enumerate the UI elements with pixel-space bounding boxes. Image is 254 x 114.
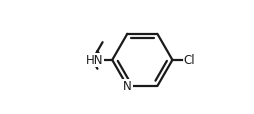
Text: HN: HN <box>86 54 104 67</box>
Text: N: N <box>123 80 132 93</box>
Text: Cl: Cl <box>183 54 195 67</box>
